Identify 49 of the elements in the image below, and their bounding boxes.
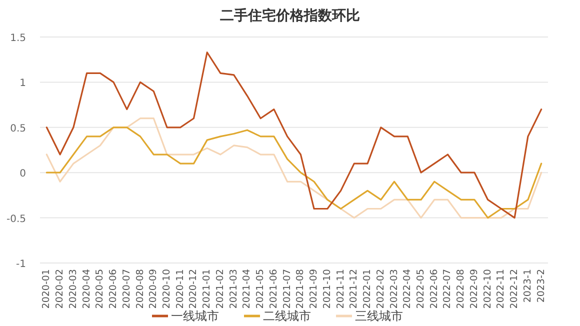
x-tick-label: 2020-10: [162, 269, 172, 309]
x-tick-label: 2021-10: [322, 269, 333, 309]
x-tick-label: 2020-06: [108, 269, 120, 309]
x-tick-label: 2022-04: [402, 269, 414, 309]
y-tick-label: 1.5: [10, 33, 26, 44]
x-tick-label: 2020-01: [41, 269, 52, 309]
x-tick-label: 2021-03: [228, 269, 240, 309]
line-series: [46, 52, 542, 219]
x-tick-label: 2022-01: [362, 269, 374, 309]
y-tick-label: 0.5: [10, 123, 26, 134]
x-tick-label: 2020-09: [148, 269, 160, 309]
x-tick-label: 2022-05: [416, 269, 426, 309]
x-tick-label: 2022-06: [428, 269, 440, 309]
x-tick-label: 2022-07: [442, 269, 454, 309]
y-tick-label: 0: [20, 168, 26, 180]
x-tick-label: 2021-11: [335, 269, 346, 309]
x-tick-label: 2022-09: [468, 269, 480, 309]
x-tick-label: 2021-06: [268, 269, 280, 309]
x-tick-label: 2021-09: [308, 269, 320, 309]
x-tick-label: 2022-12: [509, 269, 520, 309]
legend-label: 三线城市: [355, 309, 403, 323]
x-tick-label: 2021-07: [282, 269, 293, 309]
x-tick-label: 2020-02: [54, 269, 66, 309]
x-tick-label: 2021-12: [348, 269, 360, 309]
x-tick-label: 2021-02: [214, 269, 226, 309]
x-tick-label: 2022-03: [388, 269, 400, 309]
x-tick-label: 2020-12: [188, 269, 200, 309]
x-tick-label: 2023-1: [522, 269, 534, 303]
y-tick-label: 1: [20, 78, 26, 90]
x-tick-label: 2023-2: [536, 269, 547, 303]
legend-label: 二线城市: [263, 309, 311, 323]
x-tick-label: 2022-11: [496, 269, 507, 309]
y-tick-label: -1: [16, 259, 26, 270]
x-tick-label: 2022-10: [482, 269, 494, 309]
x-tick-label: 2020-03: [68, 269, 79, 309]
x-tick-label: 2020-04: [81, 269, 92, 309]
x-tick-label: 2021-05: [255, 269, 266, 309]
x-tick-label: 2022-02: [375, 269, 386, 309]
x-tick-label: 2020-07: [121, 269, 132, 309]
x-tick-label: 2020-11: [174, 269, 186, 309]
chart-title: 二手住宅价格指数环比: [220, 7, 360, 24]
y-tick-label: -0.5: [6, 214, 26, 225]
x-tick-label: 2020-05: [94, 269, 106, 309]
x-tick-label: 2021-08: [295, 269, 306, 309]
legend-label: 一线城市: [171, 309, 219, 323]
x-tick-label: 2021-01: [202, 269, 213, 309]
x-tick-label: 2020-08: [134, 269, 146, 309]
x-tick-label: 2021-04: [242, 269, 253, 309]
x-tick-label: 2022-08: [456, 269, 467, 309]
